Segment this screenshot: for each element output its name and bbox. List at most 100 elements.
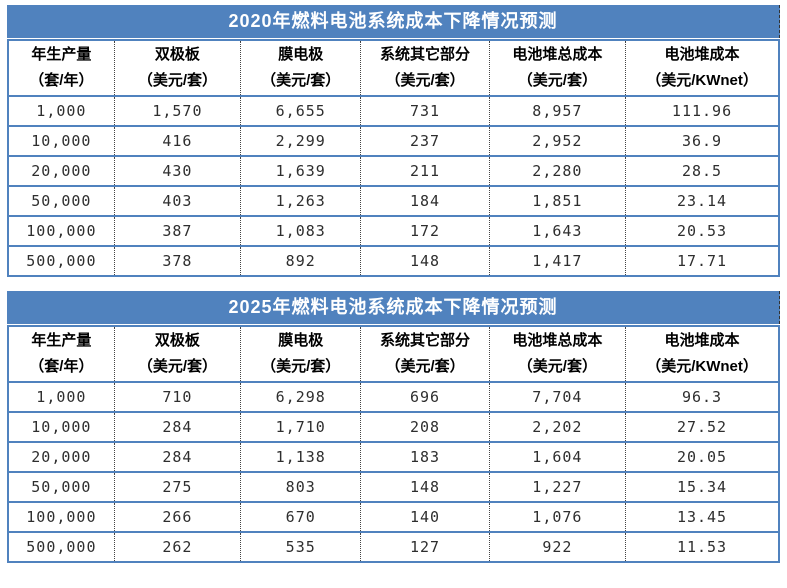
table-body: 1,000 1,570 6,655 731 8,957 111.96 10,000 416 2,… bbox=[8, 96, 779, 276]
table-cell: 403 bbox=[113, 185, 241, 216]
column-header-line1: 双极板 bbox=[154, 332, 200, 349]
table-cell: 670 bbox=[240, 501, 361, 532]
table-cell: 1,000 bbox=[36, 102, 87, 120]
table-row: 100,000 387 1,083 172 1,643 20.53 bbox=[8, 215, 779, 246]
table-row: 10,000 416 2,299 237 2,952 36.9 bbox=[8, 125, 779, 156]
table-cell: 1,083 bbox=[240, 215, 361, 246]
column-header-line2: （美元/套） bbox=[517, 358, 597, 375]
table-cell: 892 bbox=[240, 245, 361, 276]
header-row: 年生产量 （套/年） 双极板 （美元/套） 膜电极 （美元/套） 系统其它部分 （美元/套）电… bbox=[8, 40, 779, 97]
column-header-line2: （美元/套） bbox=[137, 72, 217, 89]
table-cell: 140 bbox=[360, 501, 490, 532]
table-row: 1,000 710 6,298 696 7,704 96.3 bbox=[8, 382, 779, 412]
table-cell: 211 bbox=[360, 155, 490, 186]
table-cell: 172 bbox=[360, 215, 490, 246]
table-row: 100,000 266 670 140 1,076 13.45 bbox=[8, 501, 779, 532]
cost-table-2020: 2020年燃料电池系统成本下降情况预测 年生产量 （套/年） 双极板 （美元/套） 膜电… bbox=[7, 5, 780, 277]
column-header-line2: （美元/套） bbox=[137, 358, 217, 375]
column-header-line1: 膜电极 bbox=[278, 332, 324, 349]
header-row: 年生产量 （套/年） 双极板 （美元/套） 膜电极 （美元/套） 系统其它部分 （美元/套）电… bbox=[8, 326, 779, 383]
table-cell: 284 bbox=[113, 441, 241, 472]
table-cell: 11.53 bbox=[625, 531, 779, 562]
column-header-line1: 电池堆总成本 bbox=[512, 46, 603, 63]
column-header-line1: 年生产量 bbox=[31, 332, 92, 349]
column-header-line2: （美元/KWnet） bbox=[646, 72, 758, 89]
table-title-2025: 2025年燃料电池系统成本下降情况预测 bbox=[228, 297, 558, 317]
table-cell: 2,202 bbox=[488, 411, 626, 442]
table-cell: 710 bbox=[113, 382, 241, 412]
table-cell: 20.53 bbox=[625, 215, 779, 246]
table-cell: 1,263 bbox=[240, 185, 361, 216]
table-cell: 183 bbox=[360, 441, 490, 472]
table-cell: 10,000 bbox=[8, 411, 115, 442]
table-cell: 20.05 bbox=[625, 441, 779, 472]
column-header: 系统其它部分 （美元/套） bbox=[360, 326, 490, 383]
table-cell: 2,952 bbox=[488, 125, 626, 156]
column-header: 电池堆总成本 （美元/套） bbox=[488, 326, 626, 383]
table-cell: 2,280 bbox=[488, 155, 626, 186]
table-cell: 803 bbox=[240, 471, 361, 502]
table-cell: 20,000 bbox=[8, 155, 115, 186]
table-row: 500,000 378 892 148 1,417 17.71 bbox=[8, 245, 779, 276]
table-cell: 148 bbox=[360, 245, 490, 276]
column-header-line1: 电池堆总成本 bbox=[512, 332, 603, 349]
table-row: 20,000 284 1,138 183 1,604 20.05 bbox=[8, 441, 779, 472]
table-cell: 922 bbox=[488, 531, 626, 562]
table-cell: 17.71 bbox=[625, 245, 779, 276]
column-header-line2: （美元/KWnet） bbox=[646, 358, 758, 375]
table-cell: 7,704 bbox=[488, 382, 626, 412]
table-cell: 27.52 bbox=[625, 411, 779, 442]
table-cell: 100,000 bbox=[8, 501, 115, 532]
table-cell: 6,298 bbox=[240, 382, 361, 412]
table-cell: 36.9 bbox=[625, 125, 779, 156]
column-header: 双极板 （美元/套） bbox=[113, 40, 241, 97]
column-header-line1: 年生产量 bbox=[31, 46, 92, 63]
table-cell: 20,000 bbox=[8, 441, 115, 472]
table-cell: 430 bbox=[113, 155, 241, 186]
table-cell: 10,000 bbox=[8, 125, 115, 156]
table-cell: 1,227 bbox=[488, 471, 626, 502]
column-header-line2: （美元/套） bbox=[385, 72, 465, 89]
table-cell: 1,851 bbox=[488, 185, 626, 216]
table-cell: 127 bbox=[360, 531, 490, 562]
column-header: 电池堆总成本 （美元/套） bbox=[488, 40, 626, 97]
table-cell: 96.3 bbox=[625, 382, 779, 412]
table-cell: 284 bbox=[113, 411, 241, 442]
table-cell: 696 bbox=[360, 382, 490, 412]
column-header-line1: 系统其它部分 bbox=[380, 332, 471, 349]
table-cell: 535 bbox=[240, 531, 361, 562]
table-cell: 28.5 bbox=[625, 155, 779, 186]
table-cell: 50,000 bbox=[8, 471, 115, 502]
table-cell: 416 bbox=[113, 125, 241, 156]
table-row: 1,000 1,570 6,655 731 8,957 111.96 bbox=[8, 96, 779, 126]
table-cell: 731 bbox=[360, 96, 490, 126]
table-cell: 500,000 bbox=[8, 245, 115, 276]
table-row: 10,000 284 1,710 208 2,202 27.52 bbox=[8, 411, 779, 442]
table-cell: 50,000 bbox=[8, 185, 115, 216]
table-cell: 100,000 bbox=[8, 215, 115, 246]
table-cell: 208 bbox=[360, 411, 490, 442]
table-cell: 1,000 bbox=[36, 388, 87, 406]
table-title-2020: 2020年燃料电池系统成本下降情况预测 bbox=[228, 11, 558, 31]
table-cell: 1,417 bbox=[488, 245, 626, 276]
column-header: 年生产量 （套/年） bbox=[8, 40, 115, 97]
table-title-bar-2020: 2020年燃料电池系统成本下降情况预测 bbox=[7, 5, 780, 38]
column-header-line2: （美元/套） bbox=[517, 72, 597, 89]
column-header-line1: 系统其它部分 bbox=[380, 46, 471, 63]
column-header: 系统其它部分 （美元/套） bbox=[360, 40, 490, 97]
table-row: 50,000 275 803 148 1,227 15.34 bbox=[8, 471, 779, 502]
table-cell: 1,138 bbox=[240, 441, 361, 472]
table-cell: 1,076 bbox=[488, 501, 626, 532]
table-body: 1,000 710 6,298 696 7,704 96.3 10,000 284 1,710 2… bbox=[8, 382, 779, 562]
column-header-line2: （美元/套） bbox=[261, 72, 341, 89]
table-cell: 8,957 bbox=[488, 96, 626, 126]
table-cell: 275 bbox=[113, 471, 241, 502]
table-cell: 266 bbox=[113, 501, 241, 532]
table-cell: 2,299 bbox=[240, 125, 361, 156]
table-cell: 184 bbox=[360, 185, 490, 216]
table-row: 50,000 403 1,263 184 1,851 23.14 bbox=[8, 185, 779, 216]
table-cell: 378 bbox=[113, 245, 241, 276]
table-cell: 23.14 bbox=[625, 185, 779, 216]
column-header-line1: 膜电极 bbox=[278, 46, 324, 63]
